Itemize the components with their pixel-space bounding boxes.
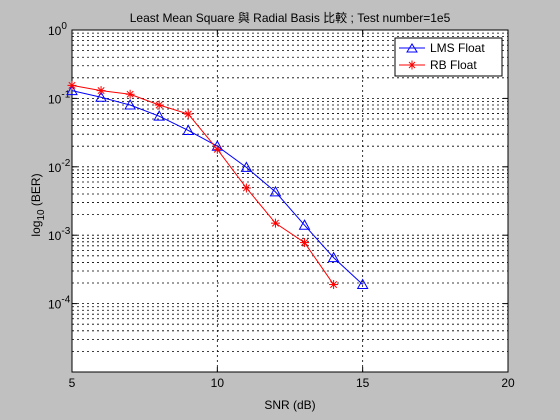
y-axis-title: log10 (BER) [29,173,47,236]
legend-marker-lms [406,43,418,53]
x-tick-label: 10 [211,376,225,390]
data-point-star [154,100,164,110]
grid-layer [72,30,508,372]
data-point-star [96,86,106,96]
y-axis-title-base: log [29,221,43,237]
plot-area [72,30,508,372]
x-tick-label: 5 [69,376,76,390]
legend: LMS Float RB Float [394,37,503,77]
series-line [71,84,335,285]
data-point-star [183,109,193,119]
series-layer [66,80,369,290]
y-axis-title-subscript: 10 [36,209,47,221]
y-tick-label: 100 [48,21,67,38]
data-point-triangle [153,110,166,121]
x-tick-label: 15 [356,376,370,390]
data-point-triangle [356,278,369,290]
legend-box [394,37,503,77]
y-tick-label: 10-1 [48,89,71,106]
y-tick-label: 10-2 [48,158,71,175]
data-point-triangle [269,185,282,197]
x-tick-label: 20 [501,376,515,390]
tick-layer: 5 10 15 20 100 10-1 10-2 10-3 10-4 [48,21,515,390]
data-point-star [300,238,310,248]
chart-title: Least Mean Square 與 Radial Basis 比較 ; Te… [130,10,451,25]
data-point-star [329,280,339,290]
legend-label-lms: LMS Float [430,41,485,55]
data-point-star [125,89,135,99]
x-axis-title: SNR (dB) [264,398,315,412]
series-rb-float [67,80,339,290]
data-point-triangle [298,219,311,230]
data-point-triangle [124,98,136,110]
data-point-triangle [95,91,107,102]
data-point-triangle [182,124,195,135]
y-tick-label: 10-4 [48,295,71,312]
data-point-triangle [66,84,78,96]
data-point-star [67,80,77,90]
data-point-star [212,144,222,154]
y-tick-label: 10-3 [48,226,71,243]
legend-label-rb: RB Float [430,58,477,72]
data-point-star [241,183,251,193]
legend-marker-rb [407,60,417,70]
y-axis-title-rest: (BER) [29,173,43,209]
plot-frame [71,29,509,373]
data-point-star [270,218,280,228]
data-point-triangle [327,251,340,263]
data-point-triangle [240,161,253,172]
